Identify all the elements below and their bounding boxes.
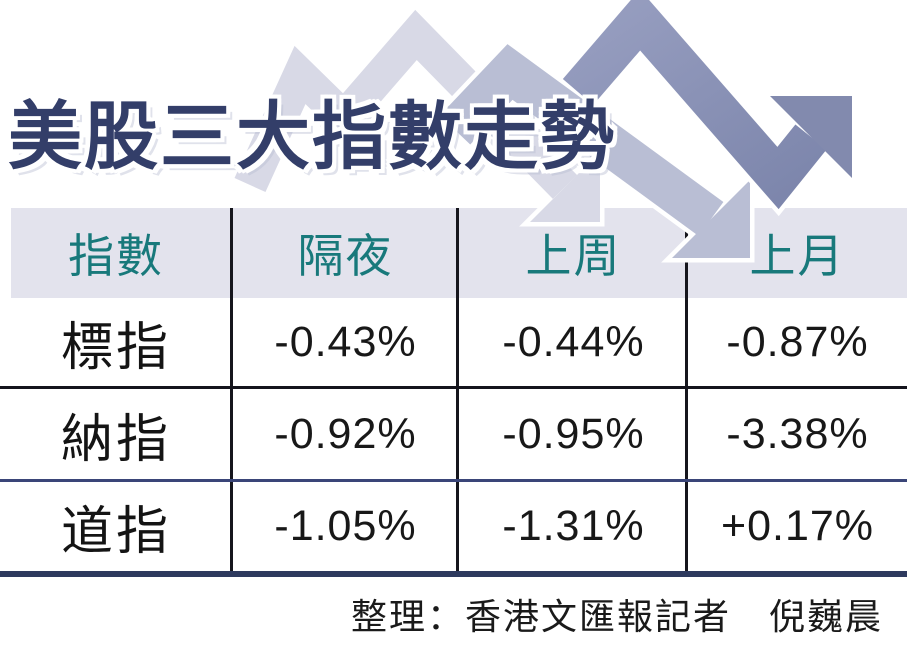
value-cell: -0.87% — [726, 317, 869, 366]
row-divider — [0, 386, 907, 389]
value-cell: +0.17% — [720, 502, 875, 550]
value-cell: -0.44% — [502, 317, 645, 366]
value-cell: -0.92% — [274, 409, 417, 458]
row-label: 標指 — [60, 318, 171, 377]
value-cell: -0.95% — [502, 409, 645, 458]
column-divider — [230, 208, 233, 571]
value-cell: -3.38% — [726, 409, 869, 458]
value-cell: -1.05% — [274, 502, 417, 550]
page-title: 美股三大指數走勢 — [8, 95, 616, 178]
column-divider — [685, 208, 688, 571]
table-row: 道指 -1.05% -1.31% +0.17% — [0, 482, 907, 571]
row-label: 納指 — [60, 410, 171, 469]
header-cell-last-month: 上月 — [749, 230, 846, 282]
header-cell-index: 指數 — [68, 230, 164, 282]
row-divider — [0, 479, 907, 482]
row-label: 道指 — [60, 503, 171, 561]
header-cell-last-week: 上周 — [525, 230, 622, 282]
value-cell: -0.43% — [274, 317, 417, 366]
value-cell: -1.31% — [502, 502, 645, 550]
header-cell-overnight: 隔夜 — [297, 230, 394, 282]
source-credit: 整理：香港文匯報記者 倪巍晨 — [350, 596, 883, 637]
table-bottom-rule — [0, 571, 907, 577]
table-row: 標指 -0.43% -0.44% -0.87% — [0, 298, 907, 386]
table-header-row: 指數 隔夜 上周 上月 — [0, 208, 907, 298]
column-divider — [456, 208, 459, 571]
table-row: 納指 -0.92% -0.95% -3.38% — [0, 389, 907, 479]
